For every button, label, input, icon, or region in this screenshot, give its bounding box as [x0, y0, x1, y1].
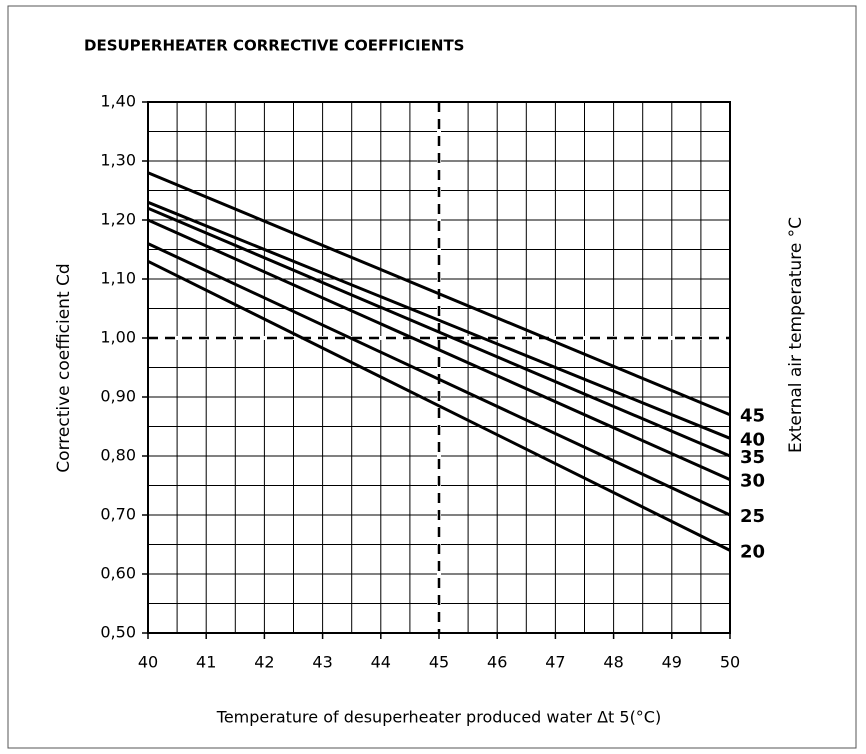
- y-tick-label: 0,70: [100, 505, 136, 524]
- y-tick-label: 0,50: [100, 623, 136, 642]
- x-tick-label: 41: [196, 653, 216, 672]
- y-tick-label: 1,30: [100, 151, 136, 170]
- series-line: [147, 206, 731, 458]
- y2-axis-label: External air temperature °C: [786, 217, 806, 453]
- x-tick-label: 43: [312, 653, 332, 672]
- series-line: [147, 171, 731, 417]
- y-tick-label: 1,00: [100, 328, 136, 347]
- x-tick-label: 47: [545, 653, 565, 672]
- series-label: 40: [740, 429, 765, 450]
- series-line: [147, 242, 731, 517]
- y-tick-label: 1,10: [100, 269, 136, 288]
- y-tick-label: 0,90: [100, 387, 136, 406]
- y-tick-label: 0,60: [100, 564, 136, 583]
- series-line: [147, 218, 731, 481]
- x-tick-label: 46: [487, 653, 507, 672]
- y-tick-label: 1,20: [100, 210, 136, 229]
- x-axis-label: Temperature of desuperheater produced wa…: [216, 708, 661, 727]
- y-tick-label: 1,40: [100, 92, 136, 111]
- x-tick-label: 48: [603, 653, 623, 672]
- x-tick-label: 45: [429, 653, 449, 672]
- chart-title: DESUPERHEATER CORRECTIVE COEFFICIENTS: [84, 37, 464, 55]
- x-tick-label: 49: [662, 653, 682, 672]
- x-tick-label: 42: [254, 653, 274, 672]
- series-line: [147, 200, 731, 440]
- series-label: 45: [740, 406, 765, 427]
- y-tick-label: 0,80: [100, 446, 136, 465]
- series-label: 35: [740, 447, 765, 468]
- x-tick-label: 50: [720, 653, 740, 672]
- y-axis-label: Corrective coefficient Cd: [54, 263, 74, 472]
- series-line: [147, 259, 731, 552]
- series-label: 30: [740, 471, 765, 492]
- series-label: 25: [740, 506, 765, 527]
- reference-bg: [437, 103, 441, 632]
- frame: [7, 5, 857, 749]
- x-tick-label: 40: [138, 653, 158, 672]
- series-label: 20: [740, 541, 765, 562]
- x-tick-label: 44: [371, 653, 391, 672]
